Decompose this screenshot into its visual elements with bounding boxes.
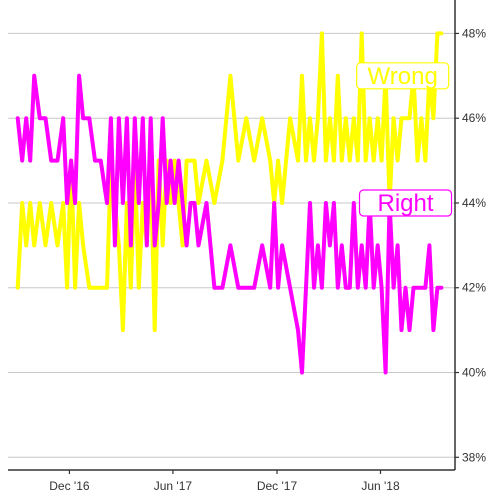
series-label-box-right (358, 189, 453, 217)
series-labels: Wrong Right (356, 62, 453, 217)
series-line-right (15, 73, 444, 375)
series-label-right: Right (378, 190, 434, 217)
series-label-box-wrong (356, 62, 450, 90)
y-tick-label-48: 48% (462, 26, 486, 40)
y-tick-label-40: 40% (462, 366, 486, 380)
axes: 38% 40% 42% 44% 46% 48% Dec '16 Jun '17 Dec '17 J… (8, 0, 486, 493)
x-tick-label-3: Jun '18 (361, 479, 400, 493)
series-line-wrong (15, 31, 444, 333)
gridlines (8, 32, 455, 458)
series-label-wrong: Wrong (368, 63, 438, 90)
x-tick-label-1: Jun '17 (154, 479, 193, 493)
y-tick-label-38: 38% (462, 450, 486, 464)
y-tick-label-42: 42% (462, 281, 486, 295)
series-lines (15, 31, 444, 375)
x-tick-label-0: Dec '16 (49, 479, 90, 493)
y-tick-label-46: 46% (462, 111, 486, 125)
y-tick-label-44: 44% (462, 196, 486, 210)
x-tick-label-2: Dec '17 (257, 479, 298, 493)
